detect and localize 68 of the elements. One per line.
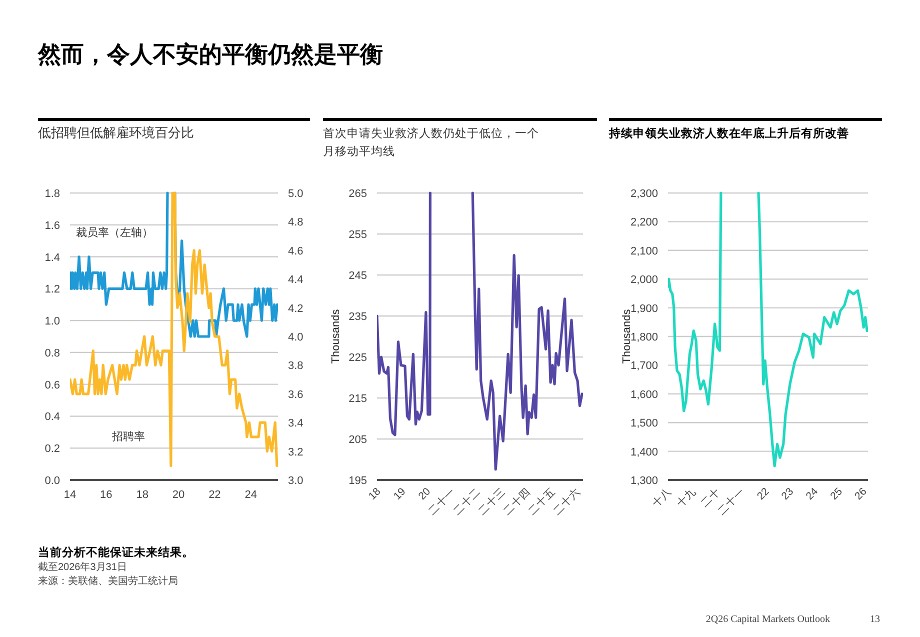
chart-subtitle: 低招聘但低解雇环境百分比 [38, 125, 194, 140]
x-tick-label: 14 [64, 489, 76, 501]
chart-title: 首次申请失业救济人数仍处于低位，一个月移动平均线 [323, 126, 539, 158]
y2-tick-label: 3.8 [288, 360, 304, 372]
y-tick-label: 0.2 [44, 443, 60, 456]
y2-tick-label: 3.0 [288, 475, 304, 487]
chart-title: 然而，令人不安的平衡仍然是平衡 [37, 41, 383, 67]
y-tick-label: 1,600 [630, 388, 658, 401]
series-label: 裁员率（左轴） [76, 226, 153, 239]
y-tick-label: 1,700 [630, 360, 658, 372]
y-tick-label: 2,200 [630, 216, 658, 229]
x-tick-label: 20 [172, 489, 185, 501]
y2-tick-label: 3.6 [288, 388, 304, 401]
x-tick-label: 23 [779, 486, 796, 502]
y2-tick-label: 3.4 [288, 418, 304, 430]
y-tick-label: 1.2 [44, 284, 60, 296]
y-tick-label: 225 [348, 352, 367, 364]
x-tick-label: 24 [244, 489, 257, 501]
text: 当前分析不能保证未来结果。 [38, 545, 194, 559]
y-tick-label: 1.0 [44, 316, 60, 328]
y-tick-label: 1,900 [630, 302, 658, 315]
text: 13 [870, 614, 880, 625]
x-tick-label: 十八 [649, 484, 674, 510]
y-tick-label: 235 [348, 311, 367, 323]
y2-tick-label: 3.2 [288, 446, 304, 458]
y2-tick-label: 4.6 [288, 245, 304, 258]
x-tick-label: 26 [852, 486, 870, 502]
y-tick-label: 1,300 [630, 475, 658, 487]
x-tick-label: 24 [804, 486, 821, 502]
y-axis-title: Thousands [330, 308, 342, 364]
x-tick-label: 22 [208, 489, 221, 501]
x-tick-label: 18 [136, 489, 148, 501]
y-tick-label: 215 [348, 393, 367, 405]
y-tick-label: 245 [348, 270, 367, 282]
x-tick-label: 16 [100, 489, 112, 501]
x-tick-label: 20 [416, 486, 434, 502]
y-tick-label: 1.4 [44, 252, 60, 264]
y-tick-label: 205 [348, 434, 367, 446]
y-tick-label: 0.4 [44, 411, 60, 424]
chart-title: 持续申领失业救济人数在年底上升后有所改善 [608, 126, 849, 140]
y-tick-label: 0.8 [44, 347, 60, 360]
y2-tick-label: 4.8 [288, 216, 304, 229]
y-tick-label: 1,800 [630, 332, 658, 344]
x-tick-label: 19 [391, 486, 408, 502]
y2-tick-label: 5.0 [288, 188, 304, 200]
x-tick-label: 22 [754, 486, 772, 502]
text: 2Q26 Capital Markets Outlook [706, 614, 830, 625]
y2-tick-label: 4.2 [288, 302, 304, 315]
y-tick-label: 0.0 [44, 475, 60, 487]
y-tick-label: 2,000 [630, 274, 658, 286]
y-tick-label: 1,500 [630, 418, 658, 430]
y-tick-label: 2,100 [630, 245, 658, 258]
x-tick-label: 25 [828, 486, 845, 502]
y-tick-label: 265 [348, 188, 367, 200]
y-tick-label: 1.6 [44, 220, 60, 232]
y2-tick-label: 4.4 [288, 274, 304, 286]
x-tick-label: 十九 [674, 484, 699, 510]
source-note: 来源：美联储、美国劳工统计局 [38, 575, 178, 587]
y-tick-label: 1.8 [44, 188, 60, 200]
x-tick-label: 18 [366, 486, 384, 502]
text: 招聘率 [111, 430, 145, 443]
y-tick-label: 1,400 [630, 446, 658, 458]
y-tick-label: 2,300 [630, 188, 658, 200]
text: 截至2026年3月31日 [38, 561, 127, 573]
y-tick-label: 255 [348, 229, 367, 241]
y-tick-label: 0.6 [44, 379, 60, 392]
y2-tick-label: 4.0 [288, 332, 304, 344]
y-tick-label: 195 [348, 475, 367, 487]
